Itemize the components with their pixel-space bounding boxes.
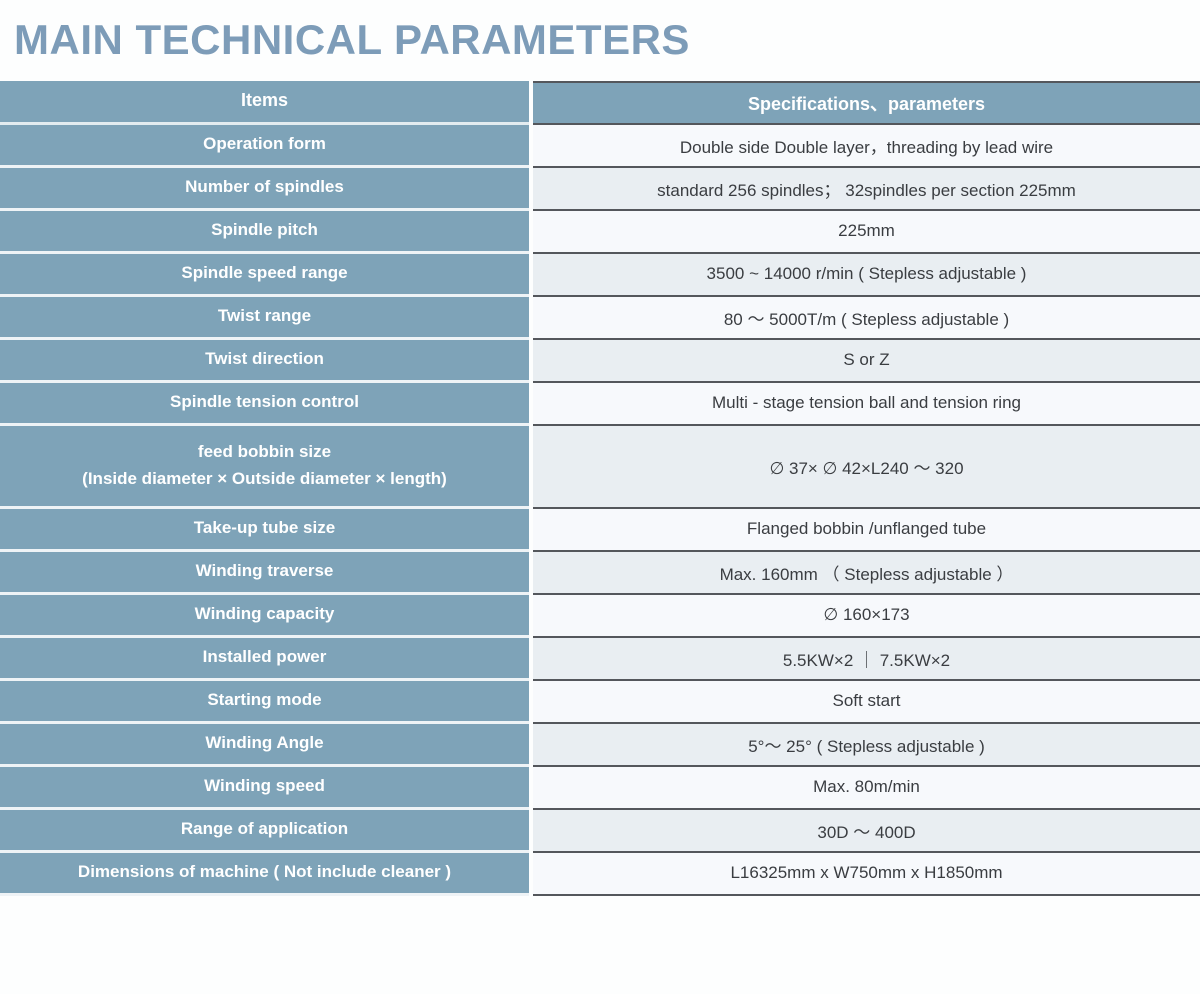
item-label: Winding speed [204, 776, 325, 796]
item-label: Winding traverse [195, 561, 334, 581]
value-cell: ∅ 37× ∅ 42×L240 ～ 320 [533, 425, 1200, 509]
value-cell: S or Z [533, 339, 1200, 383]
item-label-line2: (Inside diameter × Outside diameter × le… [82, 468, 447, 488]
item-label: Take-up tube size [193, 518, 336, 538]
value-text: 5°～ 25° ( Stepless adjustable ) [748, 736, 985, 756]
table-row: Twist range 80 ～ 5000T/m ( Stepless adju… [0, 296, 1200, 340]
item-label: feed bobbin size [197, 442, 332, 462]
table-row: Starting mode Soft start [0, 680, 1200, 724]
item-label: Winding Angle [205, 733, 324, 753]
spec-sheet-page: MAIN TECHNICAL PARAMETERS Items Specific… [0, 14, 1200, 896]
items-header-label: Items [240, 90, 289, 111]
technical-parameters-table: Items Specifications、parameters Operatio… [0, 80, 1200, 896]
value-text: ∅ 160×173 [823, 605, 910, 624]
item-cell: Take-up tube size [0, 508, 529, 552]
item-cell: Twist direction [0, 339, 529, 383]
value-cell: Flanged bobbin /unflanged tube [533, 508, 1200, 552]
value-text: Flanged bobbin /unflanged tube [746, 519, 987, 538]
value-text: ∅ 37× ∅ 42×L240 ～ 320 [769, 458, 964, 478]
value-cell: Max. 160mm （ Stepless adjustable ） [533, 551, 1200, 595]
value-text: S or Z [843, 350, 890, 369]
value-cell: 80 ～ 5000T/m ( Stepless adjustable ) [533, 296, 1200, 340]
item-label: Winding capacity [194, 604, 335, 624]
item-cell: Number of spindles [0, 167, 529, 211]
item-label: Spindle tension control [170, 392, 359, 412]
value-text: Soft start [832, 691, 901, 710]
table-row: Spindle speed range 3500 ~ 14000 r/min (… [0, 253, 1200, 297]
value-cell: 5°～ 25° ( Stepless adjustable ) [533, 723, 1200, 767]
value-cell: Multi - stage tension ball and tension r… [533, 382, 1200, 426]
item-label: Installed power [202, 647, 327, 667]
table-row: feed bobbin size (Inside diameter × Outs… [0, 425, 1200, 509]
item-label: Range of application [180, 819, 349, 839]
item-cell: Spindle tension control [0, 382, 529, 426]
specifications-header-cell: Specifications、parameters [533, 80, 1200, 125]
table-row: Spindle tension control Multi - stage te… [0, 382, 1200, 426]
item-label: Operation form [203, 134, 326, 154]
items-header-cell: Items [0, 80, 529, 125]
value-text: 225mm [838, 221, 895, 240]
item-cell: Starting mode [0, 680, 529, 724]
table-row: Take-up tube size Flanged bobbin /unflan… [0, 508, 1200, 552]
value-text: standard 256 spindles； 32spindles per se… [657, 180, 1076, 200]
item-cell: feed bobbin size (Inside diameter × Outs… [0, 425, 529, 509]
value-cell: Soft start [533, 680, 1200, 724]
value-cell: 225mm [533, 210, 1200, 254]
item-label: Twist range [217, 306, 312, 326]
table-row: Number of spindles standard 256 spindles… [0, 167, 1200, 211]
table-row: Twist direction S or Z [0, 339, 1200, 383]
value-text: Multi - stage tension ball and tension r… [711, 393, 1021, 412]
item-label: Starting mode [207, 690, 322, 710]
item-cell: Operation form [0, 124, 529, 168]
value-cell: ∅ 160×173 [533, 594, 1200, 638]
value-text: 3500 ~ 14000 r/min ( Stepless adjustable… [706, 264, 1027, 283]
item-cell: Range of application [0, 809, 529, 853]
value-cell: 5.5KW×2 ｜ 7.5KW×2 [533, 637, 1200, 681]
table-row: Range of application 30D ～ 400D [0, 809, 1200, 853]
table-row: Installed power 5.5KW×2 ｜ 7.5KW×2 [0, 637, 1200, 681]
item-cell: Winding traverse [0, 551, 529, 595]
item-label: Number of spindles [185, 177, 344, 197]
value-cell: standard 256 spindles； 32spindles per se… [533, 167, 1200, 211]
value-text: Max. 160mm （ Stepless adjustable ） [719, 564, 1014, 584]
table-row: Spindle pitch 225mm [0, 210, 1200, 254]
value-cell: 3500 ~ 14000 r/min ( Stepless adjustable… [533, 253, 1200, 297]
item-cell: Installed power [0, 637, 529, 681]
table-row: Winding capacity ∅ 160×173 [0, 594, 1200, 638]
value-text: 80 ～ 5000T/m ( Stepless adjustable ) [723, 309, 1010, 329]
item-label: Twist direction [205, 349, 324, 369]
item-label: Spindle pitch [211, 220, 318, 240]
table-row: Winding Angle 5°～ 25° ( Stepless adjusta… [0, 723, 1200, 767]
item-cell: Dimensions of machine ( Not include clea… [0, 852, 529, 896]
specifications-header-label: Specifications、parameters [747, 93, 986, 114]
table-row: Winding traverse Max. 160mm （ Stepless a… [0, 551, 1200, 595]
item-cell: Spindle speed range [0, 253, 529, 297]
item-label: Spindle speed range [181, 263, 348, 283]
value-cell: 30D ～ 400D [533, 809, 1200, 853]
item-cell: Spindle pitch [0, 210, 529, 254]
table-row: Dimensions of machine ( Not include clea… [0, 852, 1200, 896]
item-cell: Winding capacity [0, 594, 529, 638]
value-cell: Max. 80m/min [533, 766, 1200, 810]
item-cell: Twist range [0, 296, 529, 340]
value-text: Double side Double layer，threading by le… [679, 137, 1054, 157]
value-text: 30D ～ 400D [817, 822, 916, 842]
value-cell: L16325mm x W750mm x H1850mm [533, 852, 1200, 896]
item-cell: Winding Angle [0, 723, 529, 767]
value-text: 5.5KW×2 ｜ 7.5KW×2 [782, 650, 951, 670]
page-title: MAIN TECHNICAL PARAMETERS [14, 16, 690, 63]
item-label: Dimensions of machine ( Not include clea… [77, 862, 452, 882]
value-text: L16325mm x W750mm x H1850mm [730, 863, 1003, 882]
value-cell: Double side Double layer，threading by le… [533, 124, 1200, 168]
table-row: Winding speed Max. 80m/min [0, 766, 1200, 810]
table-header-row: Items Specifications、parameters [0, 80, 1200, 125]
table-row: Operation form Double side Double layer，… [0, 124, 1200, 168]
item-cell: Winding speed [0, 766, 529, 810]
value-text: Max. 80m/min [813, 777, 920, 796]
